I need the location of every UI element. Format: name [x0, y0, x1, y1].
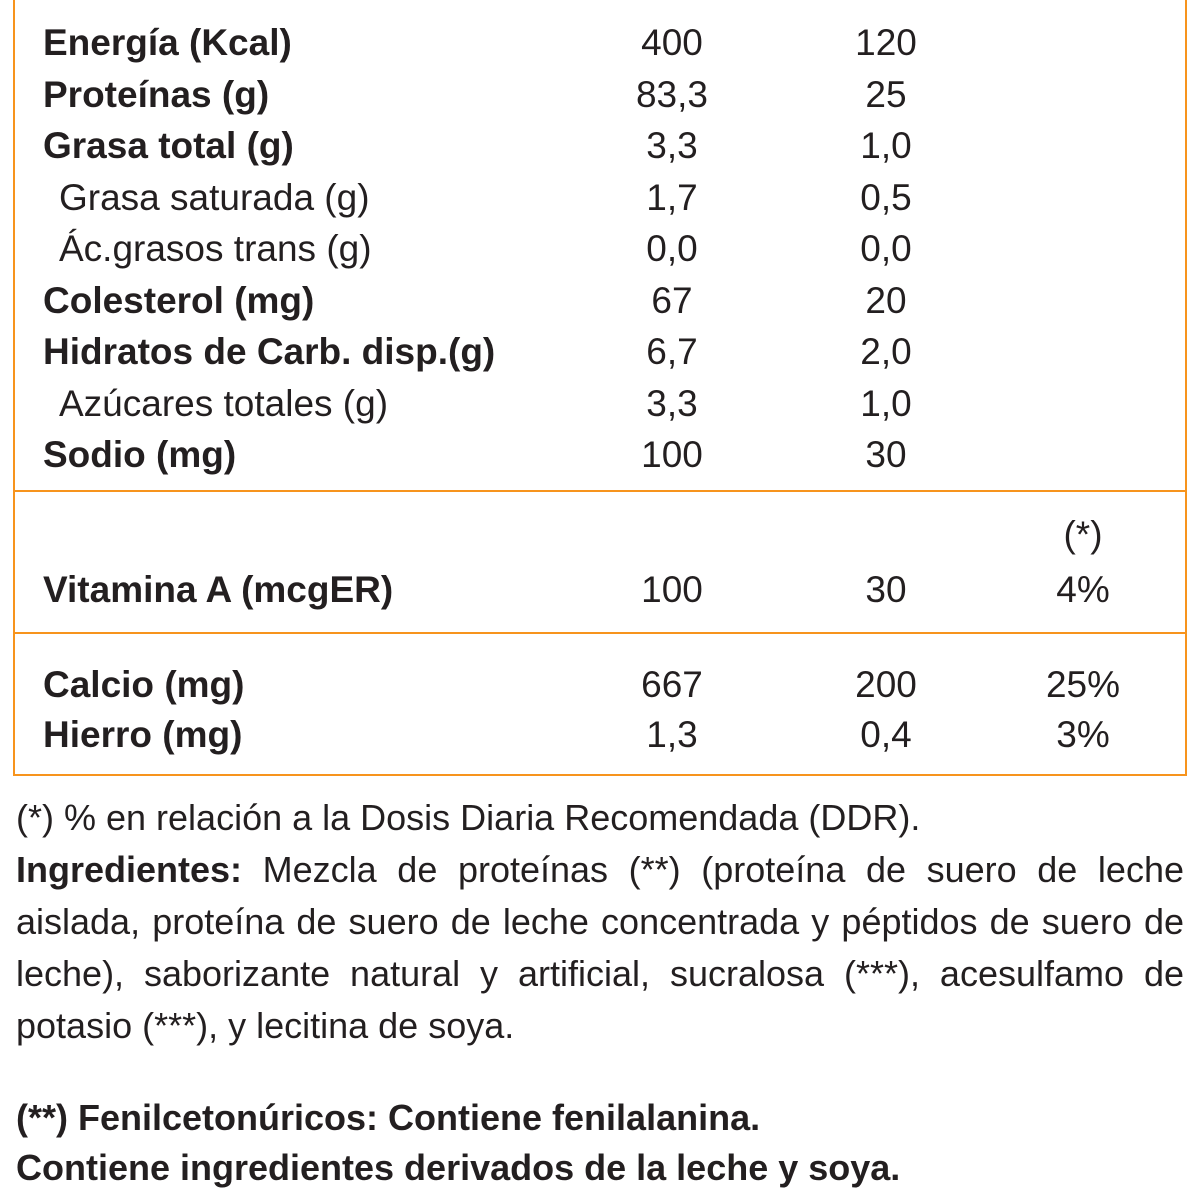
nutrient-label: Grasa saturada (g)	[59, 176, 370, 218]
allergen-warning: Contiene ingredientes derivados de la le…	[16, 1147, 901, 1188]
nutrient-row: Sodio (mg) 100 30	[15, 430, 1185, 480]
nutrient-label: Energía (Kcal)	[43, 22, 292, 63]
section-divider	[15, 632, 1185, 634]
nutrient-row: Hidratos de Carb. disp.(g) 6,7 2,0	[15, 327, 1185, 377]
value-per-100g: 6,7	[646, 331, 698, 372]
value-per-serving: 0,0	[860, 228, 912, 269]
value-per-serving: 1,0	[860, 125, 912, 166]
value-ddr: 4%	[1056, 569, 1110, 610]
value-per-100g: 0,0	[646, 228, 698, 269]
nutrient-row: Grasa saturada (g) 1,7 0,5	[15, 173, 1185, 223]
nutrient-row: Proteínas (g) 83,3 25	[15, 70, 1185, 120]
ingredients-paragraph: Ingredientes: Mezcla de proteínas (**) (…	[16, 844, 1184, 1052]
nutrition-table: Energía (Kcal) 400 120 Proteínas (g) 83,3 25 G…	[13, 0, 1187, 776]
value-per-100g: 1,7	[646, 176, 698, 218]
ingredients-text: Mezcla de proteínas (**) (proteína de su…	[16, 849, 1184, 1046]
value-per-serving: 120	[855, 22, 917, 63]
nutrient-label: Hidratos de Carb. disp.(g)	[43, 331, 496, 372]
value-per-serving: 200	[855, 664, 917, 705]
value-per-serving: 30	[865, 569, 907, 610]
value-ddr: 25%	[1045, 664, 1121, 705]
nutrient-label: Grasa total (g)	[43, 125, 294, 166]
value-per-serving: 0,4	[860, 714, 912, 755]
value-per-serving: 1,0	[860, 382, 912, 424]
value-per-100g: 1,3	[646, 714, 698, 755]
value-per-serving: 30	[865, 434, 907, 475]
nutrient-label: Vitamina A (mcgER)	[43, 569, 394, 610]
value-per-100g: 667	[641, 664, 703, 705]
nutrient-label: Azúcares totales (g)	[59, 382, 389, 424]
value-ddr: 3%	[1056, 714, 1110, 755]
nutrient-label: Colesterol (mg)	[43, 279, 315, 321]
phenylketonuric-warning: (**) Fenilcetonúricos: Contiene fenilala…	[16, 1097, 761, 1138]
value-per-serving: 20	[865, 279, 907, 321]
nutrient-label: Hierro (mg)	[43, 714, 243, 755]
value-per-serving: 25	[865, 73, 907, 115]
value-per-100g: 67	[651, 279, 693, 321]
value-per-serving: 0,5	[860, 176, 912, 218]
nutrient-row: Ác.grasos trans (g) 0,0 0,0	[15, 224, 1185, 274]
value-per-100g: 100	[641, 569, 703, 610]
nutrient-label: Calcio (mg)	[43, 664, 245, 705]
ddr-header: (*)	[1063, 514, 1103, 555]
value-per-100g: 83,3	[635, 73, 708, 115]
mineral-row: Hierro (mg) 1,3 0,4 3%	[15, 710, 1185, 760]
value-per-100g: 3,3	[646, 382, 698, 424]
nutrient-row: Colesterol (mg) 67 20	[15, 276, 1185, 326]
ingredients-label: Ingredientes:	[16, 849, 243, 890]
nutrient-row: Grasa total (g) 3,3 1,0	[15, 121, 1185, 171]
ddr-footnote: (*) % en relación a la Dosis Diaria Reco…	[16, 797, 921, 838]
section-divider	[15, 490, 1185, 492]
value-per-100g: 400	[641, 22, 703, 63]
ddr-header-row: (*)	[15, 510, 1185, 560]
nutrient-row: Energía (Kcal) 400 120	[15, 18, 1185, 68]
value-per-100g: 100	[641, 434, 703, 475]
vitamin-a-row: Vitamina A (mcgER) 100 30 4%	[15, 565, 1185, 615]
value-per-100g: 3,3	[646, 125, 698, 166]
mineral-row: Calcio (mg) 667 200 25%	[15, 660, 1185, 710]
nutrient-label: Proteínas (g)	[43, 73, 270, 115]
nutrient-label: Sodio (mg)	[43, 434, 237, 475]
value-per-serving: 2,0	[860, 331, 912, 372]
nutrient-row: Azúcares totales (g) 3,3 1,0	[15, 379, 1185, 429]
nutrient-label: Ác.grasos trans (g)	[59, 228, 372, 269]
